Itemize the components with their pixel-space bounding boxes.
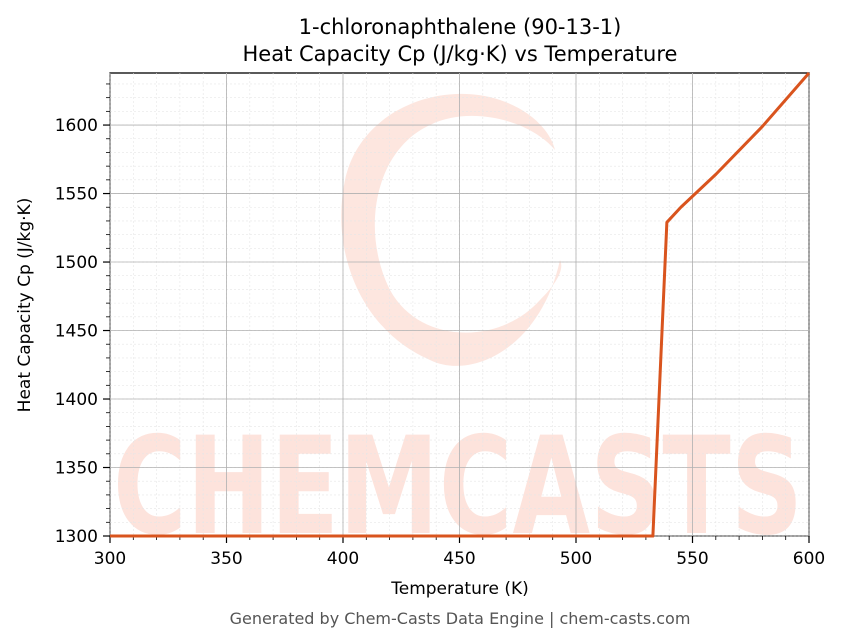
axis-tick-labels: 300 350 400 450 500 550 600 1300 1350 1400 1450 150…: [55, 116, 825, 569]
chart-title-line1: 1-chloronaphthalene (90-13-1): [299, 15, 622, 39]
watermark-logo-swirl: [341, 93, 562, 366]
y-axis-label: Heat Capacity Cp (J/kg·K): [15, 198, 35, 413]
x-tick-label: 300: [94, 549, 126, 569]
y-tick-label: 1450: [55, 322, 98, 342]
y-tick-label: 1600: [55, 116, 98, 136]
x-tick-label: 600: [793, 549, 825, 569]
watermark-text: CHEMCASTS: [113, 408, 803, 565]
y-tick-label: 1300: [55, 527, 98, 547]
y-tick-label: 1350: [55, 459, 98, 479]
x-tick-label: 500: [560, 549, 592, 569]
axis-ticks: [103, 83, 810, 543]
footer-credit: Generated by Chem-Casts Data Engine | ch…: [230, 609, 691, 628]
x-axis-label: Temperature (K): [390, 579, 529, 599]
watermark: CHEMCASTS: [113, 93, 803, 565]
y-tick-label: 1500: [55, 253, 98, 273]
chart-title-line2: Heat Capacity Cp (J/kg·K) vs Temperature: [243, 42, 678, 66]
y-tick-label: 1550: [55, 185, 98, 205]
series-line: [110, 72, 811, 538]
y-tick-label: 1400: [55, 390, 98, 410]
x-tick-label: 450: [443, 549, 475, 569]
x-tick-label: 350: [210, 549, 242, 569]
x-tick-label: 550: [676, 549, 708, 569]
data-series: [110, 72, 811, 538]
x-tick-label: 400: [327, 549, 359, 569]
